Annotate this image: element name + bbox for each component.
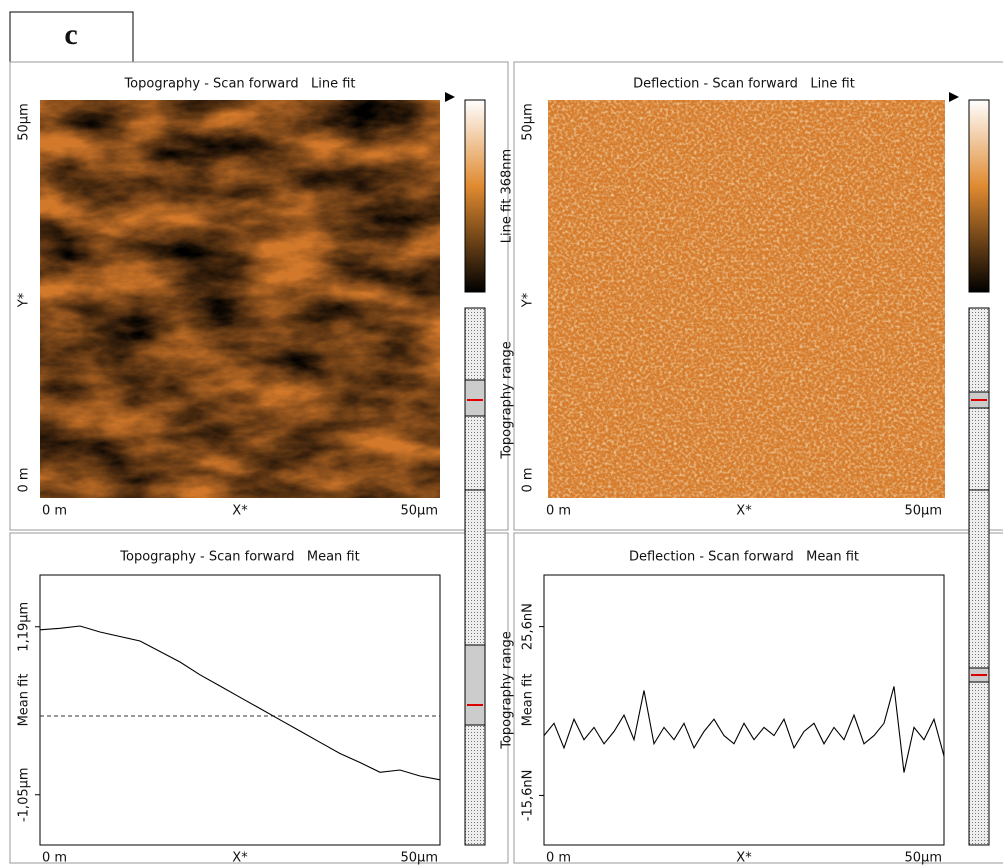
range-window bbox=[464, 379, 486, 417]
x-axis-label: 0 m bbox=[42, 851, 67, 866]
x-axis-label: 0 m bbox=[42, 504, 67, 519]
y-axis-label: 0 m bbox=[17, 467, 32, 492]
y-axis-label: Mean fit bbox=[521, 674, 536, 727]
panel bbox=[513, 61, 1003, 531]
colorbar-label: Line fit 368nm bbox=[500, 149, 515, 243]
y-tick-label: -15,6nN bbox=[521, 770, 536, 822]
panel bbox=[513, 532, 1003, 864]
colorbar bbox=[464, 99, 486, 293]
profile-line bbox=[543, 686, 945, 773]
x-axis-label: 0 m bbox=[546, 851, 571, 866]
y-axis-label: 50µm bbox=[521, 103, 536, 140]
x-axis-label: 50µm bbox=[905, 504, 942, 519]
x-axis-label: X* bbox=[232, 504, 248, 519]
range-label: Topography range bbox=[500, 631, 515, 750]
profile-line bbox=[39, 625, 441, 781]
x-axis-label: 50µm bbox=[401, 504, 438, 519]
marker bbox=[949, 92, 959, 102]
afm-image bbox=[548, 100, 945, 498]
x-axis-label: 0 m bbox=[546, 504, 571, 519]
x-axis-label: 50µm bbox=[905, 851, 942, 866]
colorbar bbox=[968, 99, 990, 293]
x-axis-label: 50µm bbox=[401, 851, 438, 866]
x-axis-label: X* bbox=[736, 851, 752, 866]
marker bbox=[445, 92, 455, 102]
x-axis-label: X* bbox=[232, 851, 248, 866]
y-axis-label: Y* bbox=[521, 292, 536, 308]
panel-title: Topography - Scan forward Line fit bbox=[123, 77, 355, 92]
panel-title: Deflection - Scan forward Line fit bbox=[633, 77, 855, 92]
y-tick-label: -1,05µm bbox=[17, 767, 32, 822]
figure-label: c bbox=[64, 18, 77, 51]
panel-title: Topography - Scan forward Mean fit bbox=[119, 550, 359, 565]
label-box bbox=[9, 11, 134, 63]
y-tick-label: 25,6nN bbox=[521, 603, 536, 650]
afm-image bbox=[40, 100, 440, 498]
range-label: Topography range bbox=[500, 341, 515, 460]
panel-title: Deflection - Scan forward Mean fit bbox=[629, 550, 859, 565]
panel bbox=[9, 61, 509, 531]
panel bbox=[9, 532, 509, 864]
y-axis-label: 50µm bbox=[17, 103, 32, 140]
y-tick-label: 1,19µm bbox=[17, 602, 32, 652]
y-axis-label: Y* bbox=[17, 292, 32, 308]
plot-frame bbox=[39, 574, 441, 846]
y-axis-label: 0 m bbox=[521, 467, 536, 492]
plot-frame bbox=[543, 574, 945, 846]
x-axis-label: X* bbox=[736, 504, 752, 519]
y-axis-label: Mean fit bbox=[17, 674, 32, 727]
range-window bbox=[464, 644, 486, 726]
